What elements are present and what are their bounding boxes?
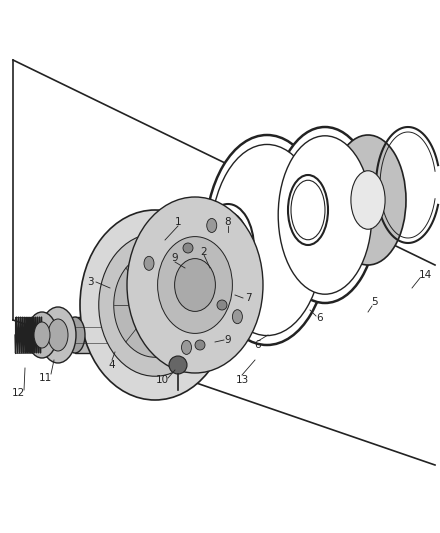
Text: 14: 14: [418, 270, 432, 280]
Ellipse shape: [207, 212, 249, 284]
Ellipse shape: [127, 197, 263, 373]
Ellipse shape: [207, 219, 217, 232]
Text: 7: 7: [245, 293, 251, 303]
Ellipse shape: [65, 317, 85, 353]
Ellipse shape: [291, 180, 325, 240]
Text: 12: 12: [11, 388, 25, 398]
Ellipse shape: [158, 237, 232, 334]
Ellipse shape: [211, 144, 323, 336]
Ellipse shape: [169, 356, 187, 374]
Text: 1: 1: [175, 217, 181, 227]
Text: 6: 6: [255, 340, 261, 350]
Text: 11: 11: [38, 373, 51, 383]
Ellipse shape: [175, 259, 216, 311]
Text: 6: 6: [317, 313, 323, 323]
Ellipse shape: [183, 243, 193, 253]
Ellipse shape: [278, 136, 372, 294]
Text: 5: 5: [372, 297, 378, 307]
Ellipse shape: [131, 266, 179, 327]
Text: 9: 9: [225, 335, 231, 345]
Text: 13: 13: [235, 375, 249, 385]
Ellipse shape: [34, 322, 50, 348]
Text: 2: 2: [201, 247, 207, 257]
Ellipse shape: [273, 127, 377, 303]
Ellipse shape: [195, 340, 205, 350]
Polygon shape: [75, 317, 165, 353]
Ellipse shape: [80, 210, 230, 400]
Ellipse shape: [217, 300, 227, 310]
Ellipse shape: [99, 234, 211, 376]
Ellipse shape: [181, 341, 191, 354]
Ellipse shape: [48, 319, 68, 351]
Text: 4: 4: [109, 360, 115, 370]
Text: 3: 3: [87, 277, 93, 287]
Ellipse shape: [27, 312, 57, 358]
Text: 9: 9: [172, 253, 178, 263]
Text: 8: 8: [225, 217, 231, 227]
Ellipse shape: [205, 135, 329, 345]
Ellipse shape: [155, 317, 175, 353]
Text: 10: 10: [155, 375, 169, 385]
Ellipse shape: [144, 256, 154, 270]
Ellipse shape: [232, 310, 242, 324]
Ellipse shape: [202, 204, 254, 292]
Ellipse shape: [114, 253, 196, 357]
Ellipse shape: [351, 171, 385, 229]
Ellipse shape: [288, 175, 328, 245]
Ellipse shape: [40, 307, 76, 363]
Ellipse shape: [330, 135, 406, 265]
